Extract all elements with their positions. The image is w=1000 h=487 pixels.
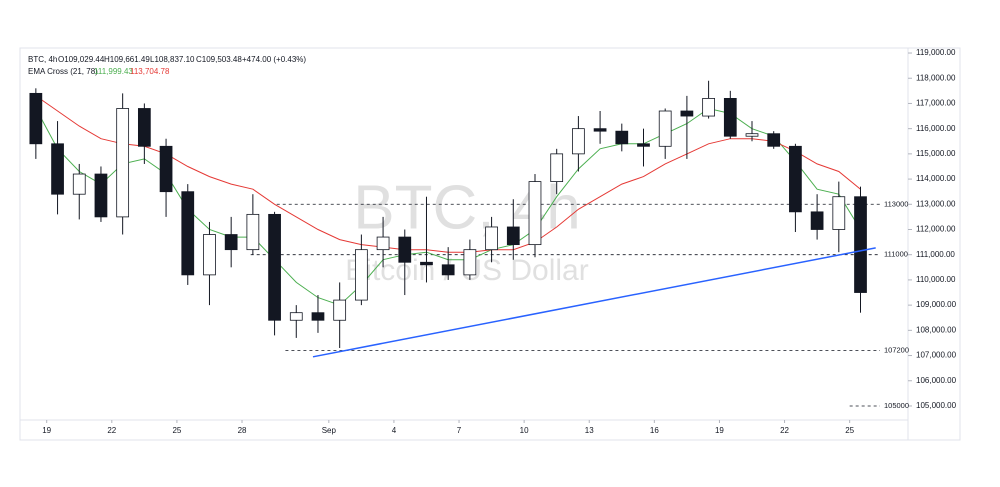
x-tick-label: 16: [650, 426, 659, 435]
candle-body: [702, 98, 715, 117]
candle-body: [615, 130, 629, 145]
candle-body: [506, 226, 520, 246]
candle-body: [572, 128, 585, 155]
candle-body: [463, 249, 477, 276]
header-symbol: BTC, 4h: [28, 55, 57, 64]
y-tick-label: 110,000.00: [916, 275, 956, 284]
y-tick-label: 106,000.00: [916, 376, 957, 385]
candle-body: [116, 108, 130, 218]
candle-body: [311, 312, 325, 321]
header-high: H109,661.49: [104, 55, 150, 64]
x-tick-label: 10: [520, 426, 529, 435]
x-tick-label: 22: [107, 426, 116, 435]
x-tick-label: 25: [172, 426, 181, 435]
x-tick-label: 19: [42, 426, 51, 435]
candle-body: [333, 299, 347, 321]
candle-body: [224, 234, 238, 251]
candle-body: [441, 264, 455, 276]
y-tick-label: 113,000.00: [916, 199, 956, 208]
candle-body: [268, 213, 281, 321]
candle-body: [159, 145, 173, 193]
y-tick-label: 116,000.00: [916, 124, 956, 133]
candle-body: [94, 173, 108, 218]
x-tick-label: Sep: [322, 426, 337, 435]
candle-body: [203, 234, 216, 276]
candle-body: [680, 110, 694, 117]
y-tick-label: 107,000.00: [916, 351, 957, 360]
y-tick-label: 109,000.00: [916, 300, 957, 309]
x-tick-label: 22: [780, 426, 789, 435]
header-close: C109,503.48: [196, 55, 242, 64]
candle-body: [29, 92, 43, 145]
level-label: 107200: [884, 345, 909, 354]
y-tick-label: 117,000.00: [916, 99, 956, 108]
candle-body: [398, 236, 412, 263]
indicator-value: 113,704.78: [130, 67, 170, 76]
candle-body: [51, 143, 64, 195]
x-tick-label: 7: [457, 426, 462, 435]
indicator-name: EMA Cross (21, 78): [28, 67, 98, 76]
watermark-symbol: BTC, 4h: [353, 173, 580, 242]
level-label: 105000: [884, 401, 909, 410]
candle-body: [181, 191, 195, 276]
x-tick-label: 28: [238, 426, 247, 435]
y-tick-label: 115,000.00: [916, 149, 956, 158]
candle-body: [550, 153, 564, 182]
indicator-value: 111,999.43: [94, 67, 133, 76]
y-tick-label: 114,000.00: [916, 174, 956, 183]
candle-body: [289, 312, 303, 321]
candle-body: [376, 236, 390, 251]
candle-body: [246, 213, 260, 251]
candle-body: [723, 98, 737, 137]
candle-body: [593, 128, 607, 132]
x-tick-label: 4: [392, 426, 397, 435]
x-tick-label: 13: [585, 426, 594, 435]
level-label: 111000: [884, 250, 908, 259]
x-tick-label: 25: [845, 426, 854, 435]
header-open: O109,029.44: [58, 55, 105, 64]
y-tick-label: 119,000.00: [916, 48, 956, 57]
candle-body: [745, 133, 759, 137]
y-tick-label: 105,000.00: [916, 401, 957, 410]
candle-body: [355, 249, 368, 301]
candle-body: [72, 173, 86, 195]
header-low: L108,837.10: [150, 55, 195, 64]
candle-body: [485, 226, 498, 251]
candle-body: [789, 145, 802, 213]
candle-body: [420, 261, 433, 266]
candle-body: [637, 143, 650, 147]
header-change: +474.00 (+0.43%): [242, 55, 306, 64]
candle-body: [658, 110, 672, 147]
trend-line: [312, 247, 876, 358]
candle-body: [137, 108, 151, 147]
y-tick-label: 108,000.00: [916, 325, 957, 334]
plot: [29, 80, 880, 407]
y-tick-label: 111,000.00: [916, 250, 955, 259]
level-label: 113000: [884, 199, 908, 208]
candle-body: [528, 181, 542, 246]
candle-body: [832, 196, 846, 230]
candle-body: [767, 133, 781, 147]
candle-body: [810, 211, 824, 230]
candle-body: [854, 196, 867, 293]
y-tick-label: 118,000.00: [916, 73, 956, 82]
y-tick-label: 112,000.00: [916, 225, 956, 234]
x-tick-label: 19: [715, 426, 724, 435]
